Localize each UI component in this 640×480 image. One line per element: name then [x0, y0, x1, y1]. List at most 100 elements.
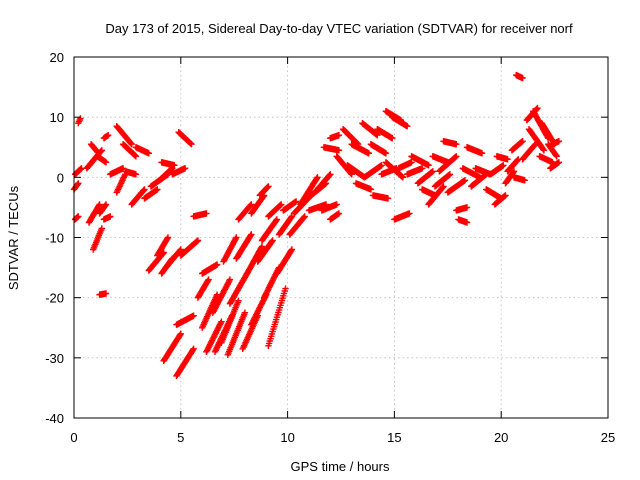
- data-points: [70, 71, 563, 380]
- data-point: [194, 237, 202, 244]
- data-point: [510, 168, 518, 175]
- data-point: [102, 201, 110, 208]
- data-point: [189, 346, 197, 354]
- data-point: [269, 237, 276, 244]
- data-point: [102, 290, 110, 297]
- data-point: [504, 156, 511, 163]
- data-point: [367, 186, 375, 193]
- data-point: [132, 153, 140, 160]
- data-point: [218, 318, 225, 325]
- data-point: [273, 216, 281, 223]
- data-point: [348, 171, 355, 178]
- data-point: [333, 201, 340, 208]
- data-point: [365, 150, 372, 157]
- data-point: [278, 201, 285, 208]
- data-point: [141, 186, 148, 193]
- data-point: [519, 74, 526, 82]
- data-point: [171, 162, 178, 169]
- data-point: [335, 147, 343, 154]
- data-point: [406, 210, 413, 217]
- y-axis-label: SDTVAR / TECUs: [6, 185, 21, 290]
- data-point: [461, 177, 469, 184]
- data-point: [181, 165, 189, 172]
- data-point: [75, 213, 82, 220]
- data-point: [233, 234, 240, 241]
- data-point: [555, 159, 563, 166]
- data-point: [132, 171, 140, 178]
- data-point: [521, 177, 528, 184]
- x-tick-label: 10: [280, 430, 294, 445]
- y-tick-label: 0: [57, 170, 64, 185]
- x-tick-label: 20: [494, 430, 508, 445]
- data-point: [164, 234, 172, 241]
- data-point: [208, 338, 215, 345]
- data-point: [429, 168, 436, 175]
- data-point: [188, 141, 195, 148]
- data-point: [258, 243, 266, 250]
- data-point: [540, 147, 548, 154]
- data-point: [241, 309, 249, 316]
- data-point: [235, 297, 242, 304]
- data-point: [389, 135, 396, 142]
- data-point: [382, 150, 390, 157]
- data-point: [408, 159, 415, 166]
- data-point: [500, 162, 507, 169]
- x-tick-label: 0: [70, 430, 77, 445]
- data-point: [107, 213, 114, 220]
- data-point: [288, 246, 296, 253]
- data-point: [177, 246, 184, 253]
- y-tick-label: -40: [45, 411, 64, 426]
- data-point: [248, 201, 255, 208]
- data-point: [502, 192, 509, 199]
- data-point: [96, 201, 103, 208]
- data-point: [77, 115, 84, 122]
- data-point: [335, 210, 343, 217]
- data-point: [75, 180, 82, 187]
- y-tick-labels: -40 -30 -20 -10 0 10 20: [45, 50, 64, 426]
- chart-title: Day 173 of 2015, Sidereal Day-to-day VTE…: [105, 21, 573, 36]
- data-point: [399, 174, 407, 181]
- data-point: [145, 150, 152, 157]
- x-tick-label: 15: [387, 430, 401, 445]
- data-point: [248, 231, 255, 238]
- data-point: [213, 261, 221, 268]
- data-point: [205, 276, 212, 283]
- data-point: [463, 204, 471, 211]
- data-point: [519, 138, 526, 145]
- y-tick-label: 20: [50, 50, 64, 65]
- data-point: [335, 132, 343, 139]
- data-point: [190, 345, 197, 352]
- data-point: [314, 174, 321, 181]
- plot-border: [73, 56, 609, 419]
- y-tick-label: -30: [45, 351, 64, 366]
- data-point: [105, 132, 112, 139]
- data-point: [226, 276, 234, 283]
- data-point: [453, 141, 460, 148]
- y-tick-label: -10: [45, 231, 64, 246]
- data-point: [553, 153, 560, 160]
- data-point: [440, 183, 447, 190]
- data-point: [555, 138, 563, 145]
- data-point: [453, 153, 460, 160]
- data-point: [265, 183, 272, 190]
- plot-frame: [73, 56, 609, 419]
- data-point: [478, 150, 486, 157]
- data-point: [327, 171, 334, 178]
- data-point: [425, 162, 432, 169]
- data-point: [203, 210, 210, 217]
- x-tick-labels: 0 5 10 15 20 25: [70, 430, 615, 445]
- x-axis-label: GPS time / hours: [291, 459, 390, 474]
- y-tick-label: 10: [50, 110, 64, 125]
- x-tick-label: 25: [601, 430, 615, 445]
- data-point: [419, 165, 426, 172]
- data-point: [374, 132, 381, 139]
- data-point: [98, 225, 105, 232]
- x-tick-label: 5: [177, 430, 184, 445]
- data-point: [177, 330, 184, 337]
- data-point: [292, 198, 300, 205]
- data-point: [128, 141, 135, 148]
- data-point: [74, 181, 81, 188]
- data-point: [102, 159, 110, 166]
- data-point: [534, 104, 541, 112]
